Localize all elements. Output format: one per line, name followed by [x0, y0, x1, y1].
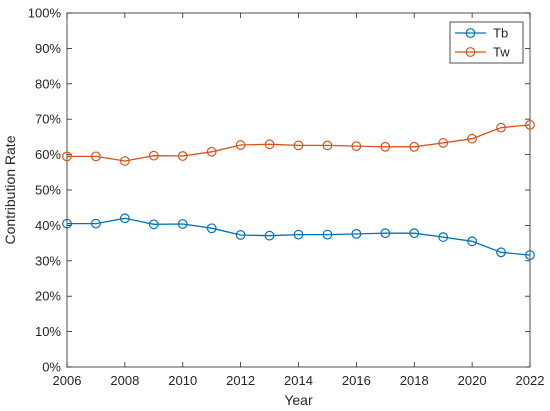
y-tick-label: 100%	[28, 6, 62, 21]
x-tick-label: 2006	[53, 373, 82, 388]
x-tick-label: 2022	[516, 373, 545, 388]
x-tick-label: 2020	[458, 373, 487, 388]
data-point-tb	[91, 218, 101, 229]
data-point-tb	[496, 247, 506, 258]
data-point-tw	[322, 140, 333, 151]
data-point-tw	[293, 140, 304, 151]
y-tick-label: 60%	[35, 147, 61, 162]
legend-box	[449, 21, 524, 64]
legend-marker-tw	[465, 47, 476, 57]
data-point-tw	[206, 146, 217, 157]
data-point-tw	[525, 119, 535, 130]
data-point-tw	[91, 151, 101, 162]
x-tick-label: 2016	[342, 373, 371, 388]
data-point-tw	[380, 141, 391, 152]
y-tick-label: 70%	[35, 112, 61, 127]
y-tick-label: 50%	[35, 183, 61, 198]
data-point-tb	[351, 228, 362, 239]
data-point-tw	[496, 122, 506, 133]
series-line-tb	[67, 217, 531, 256]
legend-label-tw: Tw	[493, 45, 510, 60]
data-point-tb	[293, 229, 304, 240]
data-point-tw	[409, 141, 420, 152]
data-point-tw	[62, 151, 72, 162]
data-point-tw	[467, 133, 478, 144]
x-tick-label: 2014	[284, 373, 313, 388]
data-point-tb	[409, 228, 420, 239]
data-point-tw	[148, 150, 159, 161]
data-point-tw	[177, 151, 188, 161]
data-point-tb	[264, 230, 275, 241]
x-axis-title: Year	[284, 392, 313, 408]
y-tick-label: 0%	[42, 360, 61, 375]
data-point-tw	[264, 139, 275, 150]
data-point-tw	[235, 140, 246, 150]
y-tick-label: 20%	[35, 289, 61, 304]
y-tick-label: 40%	[35, 218, 61, 233]
y-tick-label: 90%	[35, 41, 61, 56]
data-point-tw	[438, 138, 449, 148]
data-point-tb	[177, 219, 188, 229]
data-point-tb	[438, 232, 449, 242]
y-tick-label: 10%	[35, 324, 61, 339]
data-point-tb	[235, 230, 246, 240]
data-point-tb	[467, 236, 478, 247]
series-line-tw	[67, 124, 531, 162]
legend-label-tb: Tb	[493, 26, 508, 41]
x-tick-label: 2010	[168, 373, 197, 388]
data-point-tw	[351, 141, 362, 152]
y-tick-label: 80%	[35, 76, 61, 91]
x-tick-label: 2018	[400, 373, 429, 388]
data-point-tb	[322, 229, 333, 240]
data-point-tw	[119, 156, 130, 166]
legend-marker-tb	[465, 28, 476, 38]
data-point-tb	[148, 219, 159, 230]
plot-area: 0% 10% 20% 30% 40% 50% 60% 70% 80% 90% 100% 2006 200…	[28, 6, 545, 389]
y-tick-label: 30%	[35, 253, 61, 268]
x-tick-label: 2008	[110, 373, 139, 388]
data-point-tb	[380, 228, 391, 239]
y-axis-title: Contribution Rate	[2, 135, 18, 244]
data-point-tb	[525, 250, 535, 261]
x-tick-label: 2012	[226, 373, 255, 388]
data-point-tb	[62, 218, 72, 229]
data-point-tb	[119, 213, 130, 224]
data-point-tb	[206, 223, 217, 234]
